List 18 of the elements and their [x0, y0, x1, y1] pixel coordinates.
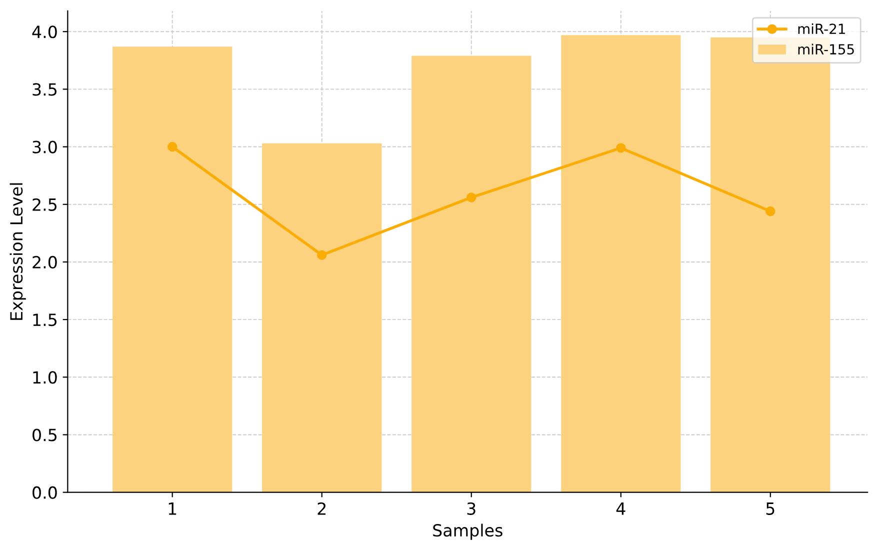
x-tick-label: 1 [168, 502, 176, 515]
y-tick-label: 2.0 [32, 256, 57, 269]
x-tick-label: 2 [318, 502, 326, 515]
y-tick-label: 2.5 [32, 198, 57, 211]
y-tick-label: 3.0 [32, 140, 57, 154]
x-tick-label: 5 [766, 502, 774, 515]
y-tick-label: 4.0 [32, 26, 57, 38]
y-axis-title: Expression Level [10, 183, 26, 320]
y-tick-label: 3.5 [32, 83, 57, 96]
legend-label: miR-21 [798, 23, 845, 34]
y-tick-label: 0.5 [32, 428, 57, 442]
y-tick-label: 1.0 [33, 371, 57, 384]
x-tick-label: 3 [467, 502, 476, 515]
y-tick-label: 0.0 [32, 486, 57, 499]
legend-label: miR-155 [798, 44, 854, 55]
x-axis-title: Samples [433, 524, 502, 540]
x-tick-label: 4 [616, 502, 626, 515]
y-tick-label: 1.5 [33, 314, 57, 326]
